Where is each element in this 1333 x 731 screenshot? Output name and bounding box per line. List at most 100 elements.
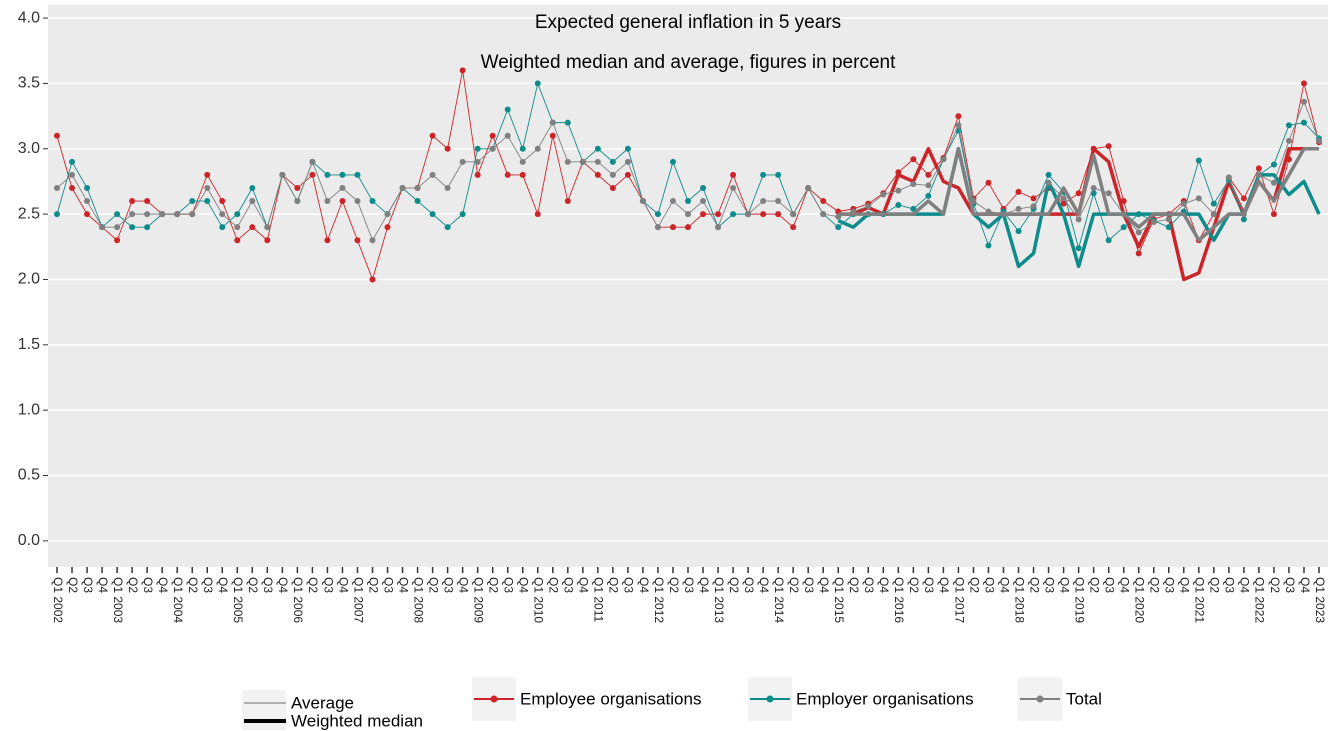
- point: [384, 211, 391, 218]
- x-tick-label: Q2: [246, 577, 260, 593]
- point: [534, 211, 541, 218]
- point: [129, 198, 136, 205]
- x-tick-label: Q3: [562, 577, 576, 593]
- y-tick-label: 3.0: [18, 140, 40, 157]
- point: [1075, 190, 1082, 197]
- x-tick-label: Q3: [682, 577, 696, 593]
- point: [880, 191, 887, 198]
- point: [519, 145, 526, 152]
- point: [1255, 171, 1262, 178]
- x-tick-label: Q2: [1208, 577, 1222, 593]
- point: [219, 224, 226, 231]
- point: [940, 156, 947, 163]
- point: [1255, 165, 1262, 172]
- x-tick-label: Q4: [637, 577, 651, 593]
- point: [84, 211, 91, 218]
- point: [1030, 203, 1037, 210]
- legend-label: Employer organisations: [796, 689, 974, 708]
- x-tick-label: Q4: [1057, 577, 1071, 593]
- x-tick-label: Q2: [1087, 577, 1101, 593]
- y-tick-label: 2.0: [18, 271, 40, 288]
- x-tick-label: Q4: [877, 577, 891, 593]
- x-tick-label: Q1 2017: [952, 577, 966, 623]
- point: [624, 158, 631, 165]
- point: [459, 67, 466, 74]
- x-tick-label: Q4: [336, 577, 350, 593]
- point: [730, 211, 737, 218]
- point: [339, 171, 346, 178]
- x-tick-label: Q3: [922, 577, 936, 593]
- x-tick-label: Q1 2010: [532, 577, 546, 623]
- x-tick-label: Q3: [1163, 577, 1177, 593]
- point: [1270, 161, 1277, 168]
- point: [805, 184, 812, 191]
- x-tick-label: Q2: [547, 577, 561, 593]
- x-tick-label: Q2: [607, 577, 621, 593]
- point: [264, 224, 271, 231]
- point: [639, 198, 646, 205]
- legend-label: Average: [291, 693, 354, 712]
- x-tick-label: Q2: [306, 577, 320, 593]
- point: [234, 211, 241, 218]
- point: [534, 80, 541, 87]
- point: [775, 211, 782, 218]
- point: [1195, 157, 1202, 164]
- point: [99, 224, 106, 231]
- point: [820, 198, 827, 205]
- x-tick-label: Q3: [441, 577, 455, 593]
- x-tick-label: Q3: [1042, 577, 1056, 593]
- x-tick-label: Q1 2018: [1012, 577, 1026, 623]
- point: [354, 237, 361, 244]
- x-tick-label: Q3: [381, 577, 395, 593]
- x-tick-label: Q3: [622, 577, 636, 593]
- point: [474, 171, 481, 178]
- point: [594, 171, 601, 178]
- point: [219, 198, 226, 205]
- point: [369, 276, 376, 283]
- point: [609, 158, 616, 165]
- point: [84, 184, 91, 191]
- point: [1210, 211, 1217, 218]
- point: [624, 171, 631, 178]
- point: [1240, 195, 1247, 202]
- y-tick-label: 1.5: [18, 336, 40, 353]
- point: [1150, 218, 1157, 225]
- x-tick-label: Q4: [276, 577, 290, 593]
- plot: [54, 67, 1322, 283]
- x-tick-label: Q4: [396, 577, 410, 593]
- point: [685, 211, 691, 218]
- x-tick-label: Q3: [742, 577, 756, 593]
- point: [339, 198, 346, 205]
- point: [1270, 179, 1277, 186]
- point: [144, 211, 151, 218]
- y-tick-label: 2.5: [18, 205, 40, 222]
- point: [54, 132, 60, 139]
- x-tick-label: Q1 2004: [171, 577, 185, 623]
- x-tick-label: Q4: [1298, 577, 1312, 593]
- point: [429, 171, 436, 178]
- point: [1045, 171, 1052, 178]
- point: [54, 211, 60, 218]
- x-tick-label: Q4: [456, 577, 470, 593]
- x-tick-label: Q3: [1223, 577, 1237, 593]
- point: [84, 198, 91, 205]
- point: [519, 171, 526, 178]
- x-tick-label: Q3: [1102, 577, 1116, 593]
- point: [790, 224, 797, 231]
- chart-title: Expected general inflation in 5 years: [535, 12, 841, 33]
- point: [1195, 195, 1202, 202]
- x-tick-label: Q1 2015: [832, 577, 846, 623]
- point: [1135, 250, 1142, 257]
- point: [835, 224, 842, 231]
- point: [760, 171, 767, 178]
- point: [730, 171, 737, 178]
- point: [219, 211, 226, 218]
- point: [820, 211, 827, 218]
- point: [594, 145, 601, 152]
- point: [174, 211, 181, 218]
- point: [444, 145, 451, 152]
- point: [654, 211, 661, 218]
- point: [1180, 200, 1187, 207]
- point: [549, 132, 556, 139]
- point: [384, 224, 391, 231]
